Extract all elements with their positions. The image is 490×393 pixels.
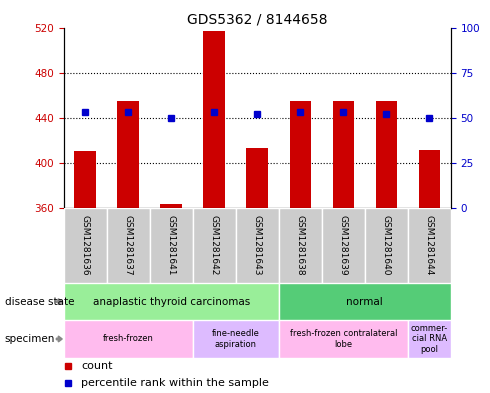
Title: GDS5362 / 8144658: GDS5362 / 8144658: [187, 12, 327, 26]
Text: GSM1281642: GSM1281642: [210, 215, 219, 276]
Bar: [107, 208, 150, 283]
Bar: [418, 149, 440, 208]
Bar: [64, 208, 107, 283]
Text: GSM1281637: GSM1281637: [123, 215, 133, 276]
Bar: [365, 208, 408, 283]
Bar: [408, 320, 451, 358]
Text: normal: normal: [346, 297, 383, 307]
Bar: [74, 151, 96, 208]
Bar: [150, 208, 193, 283]
Text: percentile rank within the sample: percentile rank within the sample: [81, 378, 269, 387]
Bar: [203, 31, 225, 208]
Text: GSM1281641: GSM1281641: [167, 215, 176, 276]
Text: specimen: specimen: [5, 334, 55, 344]
Bar: [408, 208, 451, 283]
Bar: [64, 320, 193, 358]
Bar: [246, 149, 268, 208]
Text: commer-
cial RNA
pool: commer- cial RNA pool: [411, 324, 448, 354]
Bar: [193, 208, 236, 283]
Text: fine-needle
aspiration: fine-needle aspiration: [212, 329, 260, 349]
Bar: [236, 208, 279, 283]
Bar: [322, 208, 365, 283]
Text: GSM1281638: GSM1281638: [296, 215, 305, 276]
Text: GSM1281640: GSM1281640: [382, 215, 391, 276]
Text: GSM1281636: GSM1281636: [81, 215, 90, 276]
Bar: [333, 101, 354, 208]
Bar: [193, 320, 279, 358]
Bar: [161, 204, 182, 208]
Bar: [375, 101, 397, 208]
Text: count: count: [81, 361, 113, 371]
Bar: [279, 320, 408, 358]
Bar: [64, 283, 279, 320]
Text: fresh-frozen: fresh-frozen: [103, 334, 154, 343]
Text: anaplastic thyroid carcinomas: anaplastic thyroid carcinomas: [93, 297, 250, 307]
Text: GSM1281644: GSM1281644: [425, 215, 434, 276]
Bar: [279, 208, 322, 283]
Bar: [118, 101, 139, 208]
Text: GSM1281639: GSM1281639: [339, 215, 348, 276]
Text: GSM1281643: GSM1281643: [253, 215, 262, 276]
Text: disease state: disease state: [5, 297, 74, 307]
Bar: [279, 283, 451, 320]
Text: fresh-frozen contralateral
lobe: fresh-frozen contralateral lobe: [290, 329, 397, 349]
Bar: [290, 101, 311, 208]
